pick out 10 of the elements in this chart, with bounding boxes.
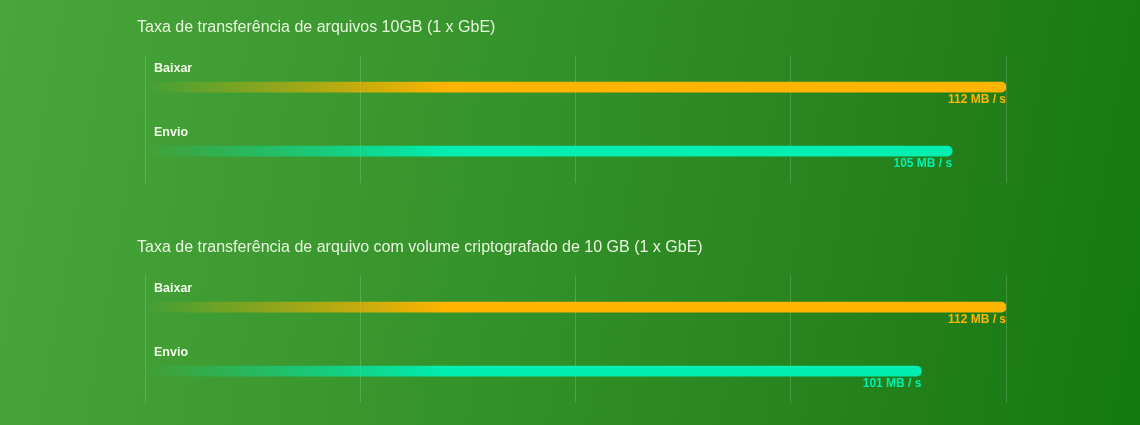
y-tick-label: Envio bbox=[154, 124, 189, 139]
y-tick-label: Baixar bbox=[154, 280, 193, 295]
data-label: 112 MB / s bbox=[947, 92, 1007, 107]
data-label: 112 MB / s bbox=[947, 312, 1007, 327]
data-label: 105 MB / s bbox=[893, 156, 953, 171]
data-label: 101 MB / s bbox=[862, 376, 922, 391]
y-tick-label: Envio bbox=[154, 344, 189, 359]
chart-title: Taxa de transferência de arquivo com volume criptografado de 10 GB (1 x GbE) bbox=[137, 238, 703, 256]
y-tick-label: Baixar bbox=[154, 60, 193, 75]
chart-title: Taxa de transferência de arquivos 10GB (1 x GbE) bbox=[137, 18, 496, 36]
